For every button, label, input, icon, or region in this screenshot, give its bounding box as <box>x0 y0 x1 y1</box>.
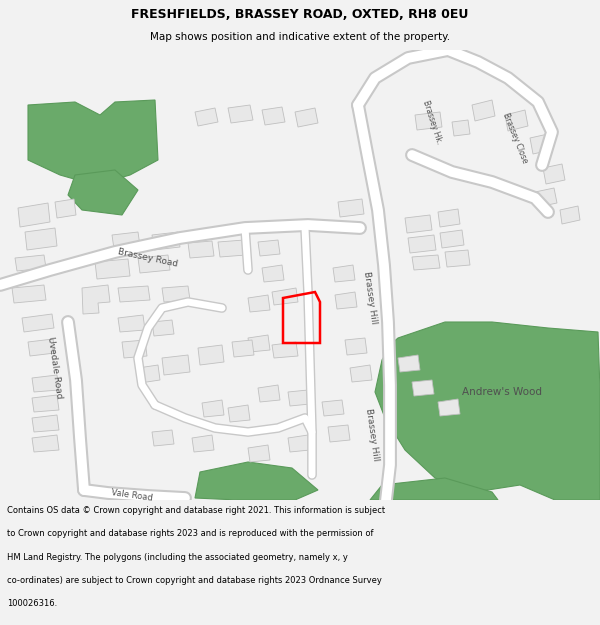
Polygon shape <box>68 170 138 215</box>
Text: Brassey Road: Brassey Road <box>117 248 179 269</box>
Polygon shape <box>272 288 298 305</box>
Polygon shape <box>288 390 310 406</box>
Polygon shape <box>228 405 250 422</box>
Polygon shape <box>350 365 372 382</box>
Polygon shape <box>192 435 214 452</box>
Polygon shape <box>112 232 140 249</box>
Polygon shape <box>118 286 150 302</box>
Polygon shape <box>258 240 280 256</box>
Polygon shape <box>28 339 55 356</box>
Polygon shape <box>248 335 270 352</box>
Polygon shape <box>338 199 364 217</box>
Polygon shape <box>405 215 432 233</box>
Polygon shape <box>440 230 464 248</box>
Polygon shape <box>218 240 246 257</box>
Polygon shape <box>152 320 174 336</box>
Polygon shape <box>408 235 436 253</box>
Polygon shape <box>543 164 565 184</box>
Polygon shape <box>262 265 284 282</box>
Polygon shape <box>95 259 130 279</box>
Polygon shape <box>12 285 46 303</box>
Polygon shape <box>452 120 470 136</box>
Polygon shape <box>438 209 460 227</box>
Polygon shape <box>55 199 76 218</box>
Polygon shape <box>32 375 59 392</box>
Polygon shape <box>445 250 470 267</box>
Text: Andrew's Wood: Andrew's Wood <box>462 387 542 397</box>
Polygon shape <box>248 445 270 462</box>
Text: Brassey Close: Brassey Close <box>501 112 529 164</box>
Text: Map shows position and indicative extent of the property.: Map shows position and indicative extent… <box>150 32 450 43</box>
Polygon shape <box>25 228 57 250</box>
Text: co-ordinates) are subject to Crown copyright and database rights 2023 Ordnance S: co-ordinates) are subject to Crown copyr… <box>7 576 382 584</box>
Text: FRESHFIELDS, BRASSEY ROAD, OXTED, RH8 0EU: FRESHFIELDS, BRASSEY ROAD, OXTED, RH8 0E… <box>131 8 469 21</box>
Polygon shape <box>198 345 224 365</box>
Polygon shape <box>122 340 147 358</box>
Polygon shape <box>262 107 285 125</box>
Polygon shape <box>22 314 54 332</box>
Polygon shape <box>138 255 170 273</box>
Polygon shape <box>18 203 50 227</box>
Polygon shape <box>202 400 224 417</box>
Polygon shape <box>375 322 600 500</box>
Polygon shape <box>32 395 59 412</box>
Text: Vale Road: Vale Road <box>111 488 153 502</box>
Polygon shape <box>295 108 318 127</box>
Polygon shape <box>333 265 355 282</box>
Polygon shape <box>472 100 495 121</box>
Polygon shape <box>152 232 180 250</box>
Text: HM Land Registry. The polygons (including the associated geometry, namely x, y: HM Land Registry. The polygons (includin… <box>7 552 348 561</box>
Polygon shape <box>195 462 318 500</box>
Polygon shape <box>228 105 253 123</box>
Polygon shape <box>412 380 434 396</box>
Polygon shape <box>32 435 59 452</box>
Polygon shape <box>505 110 528 131</box>
Polygon shape <box>152 430 174 446</box>
Polygon shape <box>28 100 158 185</box>
Polygon shape <box>248 295 270 312</box>
Polygon shape <box>438 399 460 416</box>
Text: Brassey Hill: Brassey Hill <box>364 408 380 462</box>
Polygon shape <box>328 425 350 442</box>
Polygon shape <box>272 342 298 358</box>
Polygon shape <box>322 400 344 416</box>
Polygon shape <box>32 415 59 432</box>
Polygon shape <box>398 355 420 372</box>
Polygon shape <box>82 285 110 314</box>
Text: to Crown copyright and database rights 2023 and is reproduced with the permissio: to Crown copyright and database rights 2… <box>7 529 374 538</box>
Polygon shape <box>530 134 551 154</box>
Polygon shape <box>370 478 498 500</box>
Text: 100026316.: 100026316. <box>7 599 58 608</box>
Text: Brassey Hk.: Brassey Hk. <box>421 99 443 145</box>
Polygon shape <box>15 255 46 271</box>
Text: Contains OS data © Crown copyright and database right 2021. This information is : Contains OS data © Crown copyright and d… <box>7 506 385 515</box>
Polygon shape <box>335 292 357 309</box>
Polygon shape <box>535 188 557 207</box>
Polygon shape <box>258 385 280 402</box>
Polygon shape <box>560 206 580 224</box>
Text: Brassey Hill: Brassey Hill <box>362 271 378 325</box>
Polygon shape <box>415 112 442 130</box>
Polygon shape <box>118 315 145 332</box>
Polygon shape <box>232 340 254 357</box>
Polygon shape <box>195 108 218 126</box>
Text: Uvedale Road: Uvedale Road <box>46 336 64 399</box>
Polygon shape <box>345 338 367 355</box>
Polygon shape <box>162 286 190 302</box>
Polygon shape <box>288 435 310 452</box>
Polygon shape <box>162 355 190 375</box>
Polygon shape <box>188 241 214 258</box>
Polygon shape <box>412 255 440 270</box>
Polygon shape <box>138 365 160 383</box>
